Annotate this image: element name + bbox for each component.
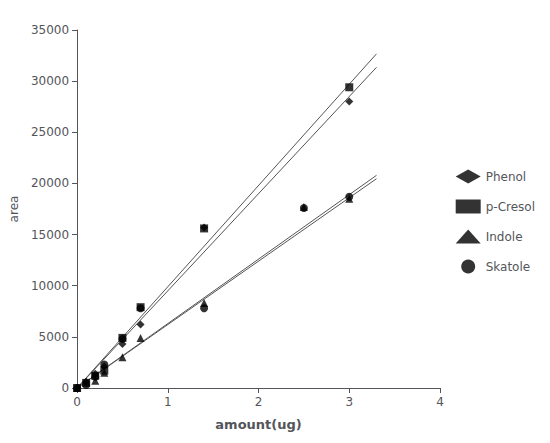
svg-text:25000: 25000 — [31, 125, 69, 139]
svg-text:3: 3 — [345, 395, 353, 409]
svg-text:Phenol: Phenol — [486, 170, 527, 184]
svg-text:amount(ug): amount(ug) — [215, 417, 301, 432]
svg-text:35000: 35000 — [31, 23, 69, 37]
svg-text:0: 0 — [61, 381, 69, 395]
svg-text:5000: 5000 — [39, 330, 70, 344]
svg-text:10000: 10000 — [31, 279, 69, 293]
svg-text:4: 4 — [436, 395, 444, 409]
svg-text:p-Cresol: p-Cresol — [486, 200, 535, 214]
svg-text:Indole: Indole — [486, 230, 523, 244]
svg-text:1: 1 — [164, 395, 172, 409]
svg-text:area: area — [7, 196, 21, 223]
svg-text:0: 0 — [73, 395, 81, 409]
svg-text:15000: 15000 — [31, 228, 69, 242]
svg-text:30000: 30000 — [31, 74, 69, 88]
svg-text:Skatole: Skatole — [486, 260, 530, 274]
svg-text:2: 2 — [255, 395, 263, 409]
svg-text:20000: 20000 — [31, 176, 69, 190]
